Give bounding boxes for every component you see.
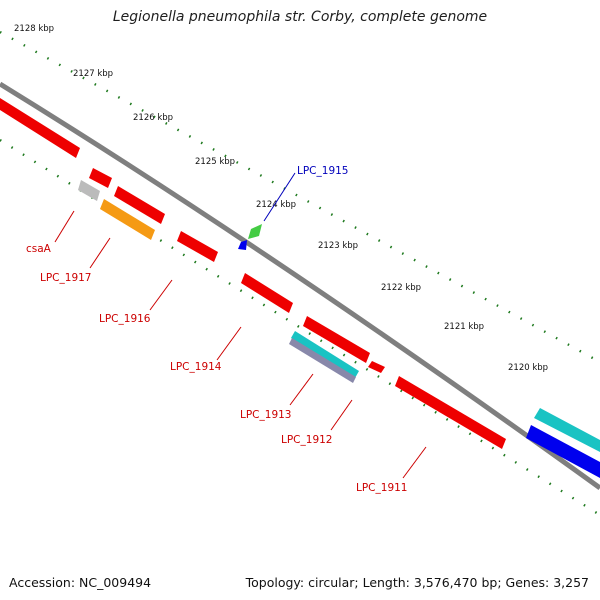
tick-label: 2123 kbp: [318, 241, 358, 251]
gene-label-lpc-1911: LPC_1911: [356, 482, 408, 494]
label-line: [263, 172, 296, 222]
gene-feature[interactable]: [0, 98, 80, 158]
label-line: [330, 399, 353, 431]
gene-feature[interactable]: [114, 186, 165, 224]
genome-backbone: [0, 81, 600, 491]
tick-label: 2127 kbp: [73, 69, 113, 79]
label-line: [54, 210, 75, 243]
gene-feature[interactable]: [368, 361, 385, 373]
tick-label: 2120 kbp: [508, 363, 548, 373]
gene-feature-orange[interactable]: [100, 199, 155, 240]
tick-label: 2122 kbp: [381, 283, 421, 293]
label-lines: [54, 172, 427, 479]
label-line: [289, 373, 314, 406]
gene-feature-cyan[interactable]: [534, 408, 600, 452]
genome-stats-text: Topology: circular; Length: 3,576,470 bp…: [245, 575, 589, 590]
gene-label-lpc-1917: LPC_1917: [40, 272, 92, 284]
tick-label: 2126 kbp: [133, 113, 173, 123]
gene-label-csaA: csaA: [26, 243, 52, 255]
gene-feature-blue[interactable]: [526, 425, 600, 478]
gene-feature[interactable]: [89, 168, 112, 188]
label-line: [216, 326, 242, 361]
gene-feature[interactable]: [303, 316, 370, 363]
label-line: [89, 237, 111, 269]
gene-feature-cyan[interactable]: [291, 331, 359, 378]
map-title: Legionella pneumophila str. Corby, compl…: [112, 9, 488, 25]
gene-label-lpc-1913: LPC_1913: [240, 409, 292, 421]
tick-label: 2128 kbp: [14, 24, 54, 34]
gene-feature-green[interactable]: [248, 224, 262, 239]
gene-label-lpc-1912: LPC_1912: [281, 434, 333, 446]
gene-feature[interactable]: [177, 231, 218, 262]
accession-text: Accession: NC_009494: [9, 575, 152, 590]
gene-label-lpc-1916: LPC_1916: [99, 313, 151, 325]
label-line: [149, 279, 173, 311]
pseudo-gene-feature[interactable]: [78, 180, 100, 201]
label-line: [402, 446, 427, 479]
gene-feature-highlighted[interactable]: [238, 240, 247, 250]
gene-feature-gray[interactable]: [289, 338, 356, 383]
tick-label: 2121 kbp: [444, 322, 484, 332]
gene-label-lpc-1915: LPC_1915: [297, 165, 349, 177]
gene-label-lpc-1914: LPC_1914: [170, 361, 222, 373]
gene-feature[interactable]: [395, 376, 506, 449]
outer-tick-ring: [0, 30, 600, 364]
tick-label: 2124 kbp: [256, 200, 296, 210]
tick-label: 2125 kbp: [195, 157, 235, 167]
gene-features: [0, 98, 600, 478]
gene-feature[interactable]: [241, 273, 293, 313]
